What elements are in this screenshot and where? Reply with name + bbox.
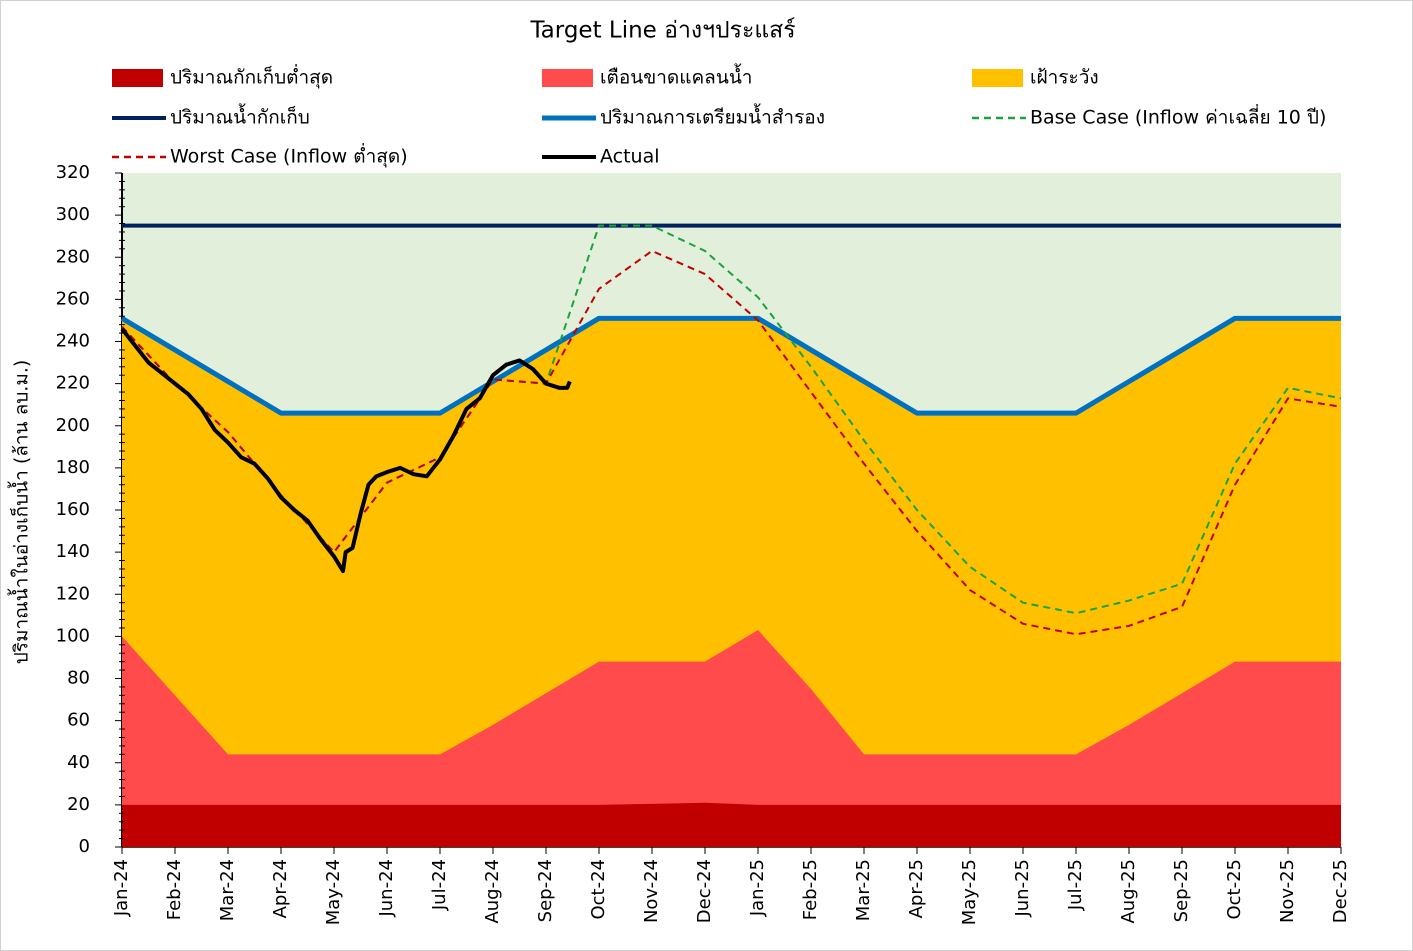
- y-tick-label: 260: [56, 288, 90, 309]
- x-tick-label: Jan-24: [111, 859, 132, 917]
- y-tick-label: 280: [56, 246, 90, 267]
- x-tick-label: Feb-25: [800, 859, 821, 920]
- legend-swatch: [112, 69, 163, 87]
- x-tick-label: Jul-25: [1065, 859, 1086, 911]
- x-tick-label: Jun-24: [376, 859, 397, 918]
- y-axis-label: ปริมาณน้ำในอ่างเก็บน้ำ (ล้าน ลบ.ม.): [8, 360, 33, 665]
- legend-label: Actual: [600, 146, 660, 168]
- y-tick-label: 20: [67, 794, 90, 815]
- y-tick-label: 320: [56, 162, 90, 183]
- line: [120, 315, 1341, 416]
- y-tick-label: 240: [56, 331, 90, 352]
- x-tick-label: Apr-24: [270, 859, 291, 918]
- y-tick-label: 160: [56, 499, 90, 520]
- x-tick-label: Dec-24: [694, 859, 715, 923]
- x-tick-label: Mar-25: [853, 859, 874, 921]
- x-tick-label: Oct-24: [588, 859, 609, 920]
- legend-label: Base Case (Inflow ค่าเฉลี่ย 10 ปี): [1030, 104, 1326, 129]
- legend-label: ปริมาณน้ำกักเก็บ: [170, 104, 310, 129]
- x-tick-label: Sep-24: [535, 859, 556, 922]
- y-tick-label: 180: [56, 457, 90, 478]
- y-tick-label: 40: [67, 752, 90, 773]
- legend-label: Worst Case (Inflow ต่ำสุด): [170, 143, 408, 169]
- y-tick-label: 300: [56, 204, 90, 225]
- legend-swatch: [972, 69, 1023, 87]
- x-tick-label: Nov-24: [641, 859, 662, 923]
- line: [121, 224, 1342, 615]
- area: [122, 318, 1341, 847]
- x-tick-label: May-24: [323, 859, 344, 925]
- legend-label: เตือนขาดแคลนน้ำ: [600, 64, 752, 89]
- line: [121, 249, 1342, 636]
- line: [120, 327, 572, 574]
- legend-label: ปริมาณการเตรียมน้ำสำรอง: [600, 104, 825, 129]
- x-tick-label: Jan-25: [747, 859, 768, 917]
- y-tick-label: 60: [67, 710, 90, 731]
- chart-title: Target Line อ่างฯประแสร์: [529, 17, 795, 44]
- x-tick-label: Aug-24: [482, 859, 503, 924]
- x-tick-label: Apr-25: [906, 859, 927, 918]
- x-tick-label: Dec-25: [1330, 859, 1351, 923]
- y-tick-label: 120: [56, 583, 90, 604]
- y-tick-label: 200: [56, 415, 90, 436]
- legend-label: ปริมาณกักเก็บต่ำสุด: [170, 64, 333, 90]
- x-tick-label: Oct-25: [1224, 859, 1245, 920]
- x-tick-label: May-25: [959, 859, 980, 925]
- y-tick-label: 220: [56, 373, 90, 394]
- legend-label: เฝ้าระวัง: [1030, 67, 1099, 89]
- legend-swatch: [542, 69, 593, 87]
- x-tick-label: Jun-25: [1012, 859, 1033, 918]
- x-tick-label: Nov-25: [1277, 859, 1298, 923]
- y-tick-label: 140: [56, 541, 90, 562]
- x-tick-label: Mar-24: [217, 859, 238, 921]
- y-tick-label: 100: [56, 625, 90, 646]
- x-tick-label: Aug-25: [1118, 859, 1139, 924]
- x-tick-label: Feb-24: [164, 859, 185, 920]
- area: [122, 630, 1341, 847]
- x-tick-label: Jul-24: [429, 859, 450, 911]
- y-tick-label: 80: [67, 668, 90, 689]
- area: [122, 802, 1341, 847]
- x-tick-label: Sep-25: [1171, 859, 1192, 922]
- y-tick-label: 0: [79, 836, 90, 857]
